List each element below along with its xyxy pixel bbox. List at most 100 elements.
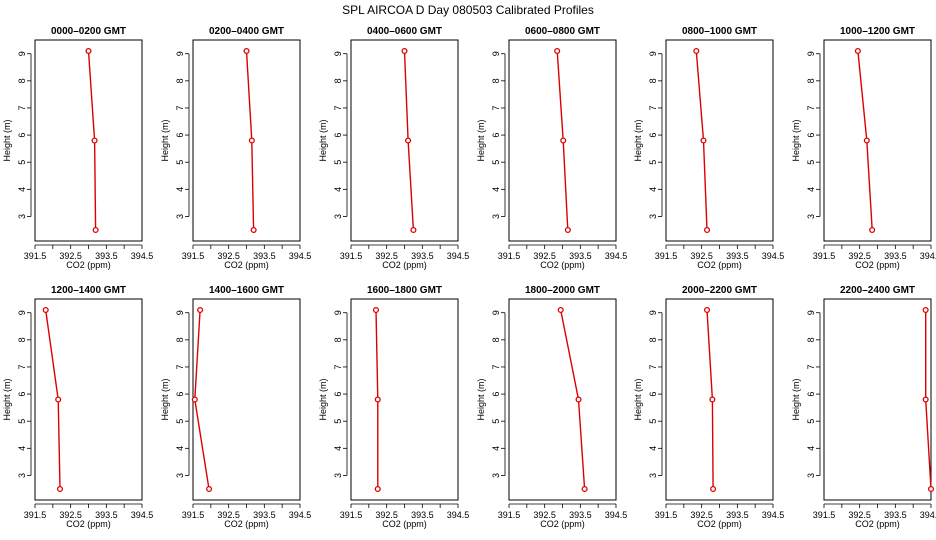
y-tick-label: 6 [491,392,501,397]
panel-title: 0600–0800 GMT [525,26,600,37]
y-tick-label: 9 [175,310,185,315]
y-tick-label: 9 [806,51,816,56]
panel-title: 0000–0200 GMT [51,26,126,37]
y-tick-label: 8 [17,78,27,83]
x-tick-label: 392.5 [59,510,82,520]
y-tick-label: 5 [333,160,343,165]
y-tick-label: 8 [648,337,658,342]
panel-title: 1200–1400 GMT [51,285,126,296]
y-tick-label: 6 [806,133,816,138]
x-tick-label: 391.5 [182,510,205,520]
y-tick-label: 3 [806,473,816,478]
y-tick-label: 6 [333,392,343,397]
data-point [557,306,564,314]
panel-1: 0000–0200 GMT 391.5 392.5 393.5 394.5 CO2 (pp… [2,26,153,270]
y-tick-label: 5 [491,419,501,424]
y-axis-label: Height (m) [791,119,801,161]
x-axis-label: CO2 (ppm) [540,260,585,270]
plot-frame [34,298,143,501]
panel-title: 2200–2400 GMT [840,285,915,296]
x-tick-label: 394.5 [762,251,785,261]
x-axis-label: CO2 (ppm) [224,519,269,529]
x-tick-label: 391.5 [182,251,205,261]
panel-7: 1200–1400 GMT 391.5 392.5 393.5 394.5 CO2 (pp… [2,285,153,529]
panel-title: 1400–1600 GMT [209,285,284,296]
x-tick-label: 392.5 [217,251,240,261]
y-tick-label: 7 [333,364,343,369]
y-tick-label: 6 [17,392,27,397]
x-tick-label: 394.5 [605,510,628,520]
panel-title: 2000–2200 GMT [682,285,757,296]
x-tick-label: 393.5 [726,510,749,520]
x-tick-label: 394.5 [920,510,936,520]
x-tick-label: 391.5 [655,251,678,261]
x-tick-label: 392.5 [848,251,871,261]
x-axis-label: CO2 (ppm) [382,260,427,270]
y-tick-label: 6 [175,133,185,138]
y-axis-label: Height (m) [476,378,486,420]
y-tick-label: 3 [333,214,343,219]
y-axis-label: Height (m) [791,378,801,420]
y-tick-label: 6 [175,392,185,397]
y-tick-label: 4 [648,446,658,451]
y-tick-label: 7 [175,364,185,369]
data-point [922,306,929,314]
data-point [372,306,380,314]
data-point [410,226,417,234]
y-tick-label: 6 [333,133,343,138]
y-tick-label: 7 [17,364,27,369]
y-tick-label: 3 [333,473,343,478]
y-tick-label: 7 [648,364,658,369]
data-point [55,396,62,403]
x-tick-label: 393.5 [253,251,276,261]
x-tick-label: 393.5 [884,510,907,520]
y-tick-label: 4 [175,446,185,451]
x-axis-label: CO2 (ppm) [382,519,427,529]
panel-4: 0600–0800 GMT 391.5 392.5 393.5 394.5 CO2 (pp… [476,26,627,270]
y-axis-label: Height (m) [318,119,328,161]
data-point [374,396,381,403]
y-tick-label: 3 [175,214,185,219]
panel-3: 0400–0600 GMT 391.5 392.5 393.5 394.5 CO2 (pp… [318,26,469,270]
y-tick-label: 9 [17,310,27,315]
panel-title: 1600–1800 GMT [367,285,442,296]
y-tick-label: 9 [17,51,27,56]
panel-10: 1800–2000 GMT 391.5 392.5 393.5 394.5 CO2 (pp… [476,285,627,529]
data-point [710,485,717,493]
y-tick-label: 9 [333,51,343,56]
data-point [927,485,935,493]
x-tick-label: 393.5 [95,510,118,520]
x-tick-label: 392.5 [848,510,871,520]
y-tick-label: 5 [175,160,185,165]
y-tick-label: 8 [491,337,501,342]
y-tick-label: 3 [175,473,185,478]
panel-9: 1600–1800 GMT 391.5 392.5 393.5 394.5 CO2 (pp… [318,285,469,529]
y-tick-label: 4 [17,187,27,192]
x-tick-label: 394.5 [131,510,154,520]
y-tick-label: 3 [648,214,658,219]
plot-frame [192,298,301,501]
x-tick-label: 393.5 [95,251,118,261]
y-axis-label: Height (m) [633,378,643,420]
y-tick-label: 4 [491,187,501,192]
panel-2: 0200–0400 GMT 391.5 392.5 393.5 394.5 CO2 (pp… [160,26,311,270]
plot-frame [823,39,932,242]
y-tick-label: 3 [648,473,658,478]
data-point [91,137,98,144]
y-tick-label: 5 [648,419,658,424]
y-tick-label: 4 [333,446,343,451]
y-tick-label: 9 [648,310,658,315]
x-tick-label: 391.5 [24,251,47,261]
x-tick-label: 391.5 [655,510,678,520]
y-tick-label: 7 [491,364,501,369]
x-tick-label: 391.5 [340,251,363,261]
data-point [863,137,870,144]
y-tick-label: 9 [648,51,658,56]
x-tick-label: 393.5 [884,251,907,261]
y-tick-label: 3 [491,214,501,219]
y-tick-label: 8 [806,78,816,83]
data-point [564,226,571,234]
y-tick-label: 5 [17,160,27,165]
y-axis-label: Height (m) [160,119,170,161]
y-tick-label: 7 [333,105,343,110]
